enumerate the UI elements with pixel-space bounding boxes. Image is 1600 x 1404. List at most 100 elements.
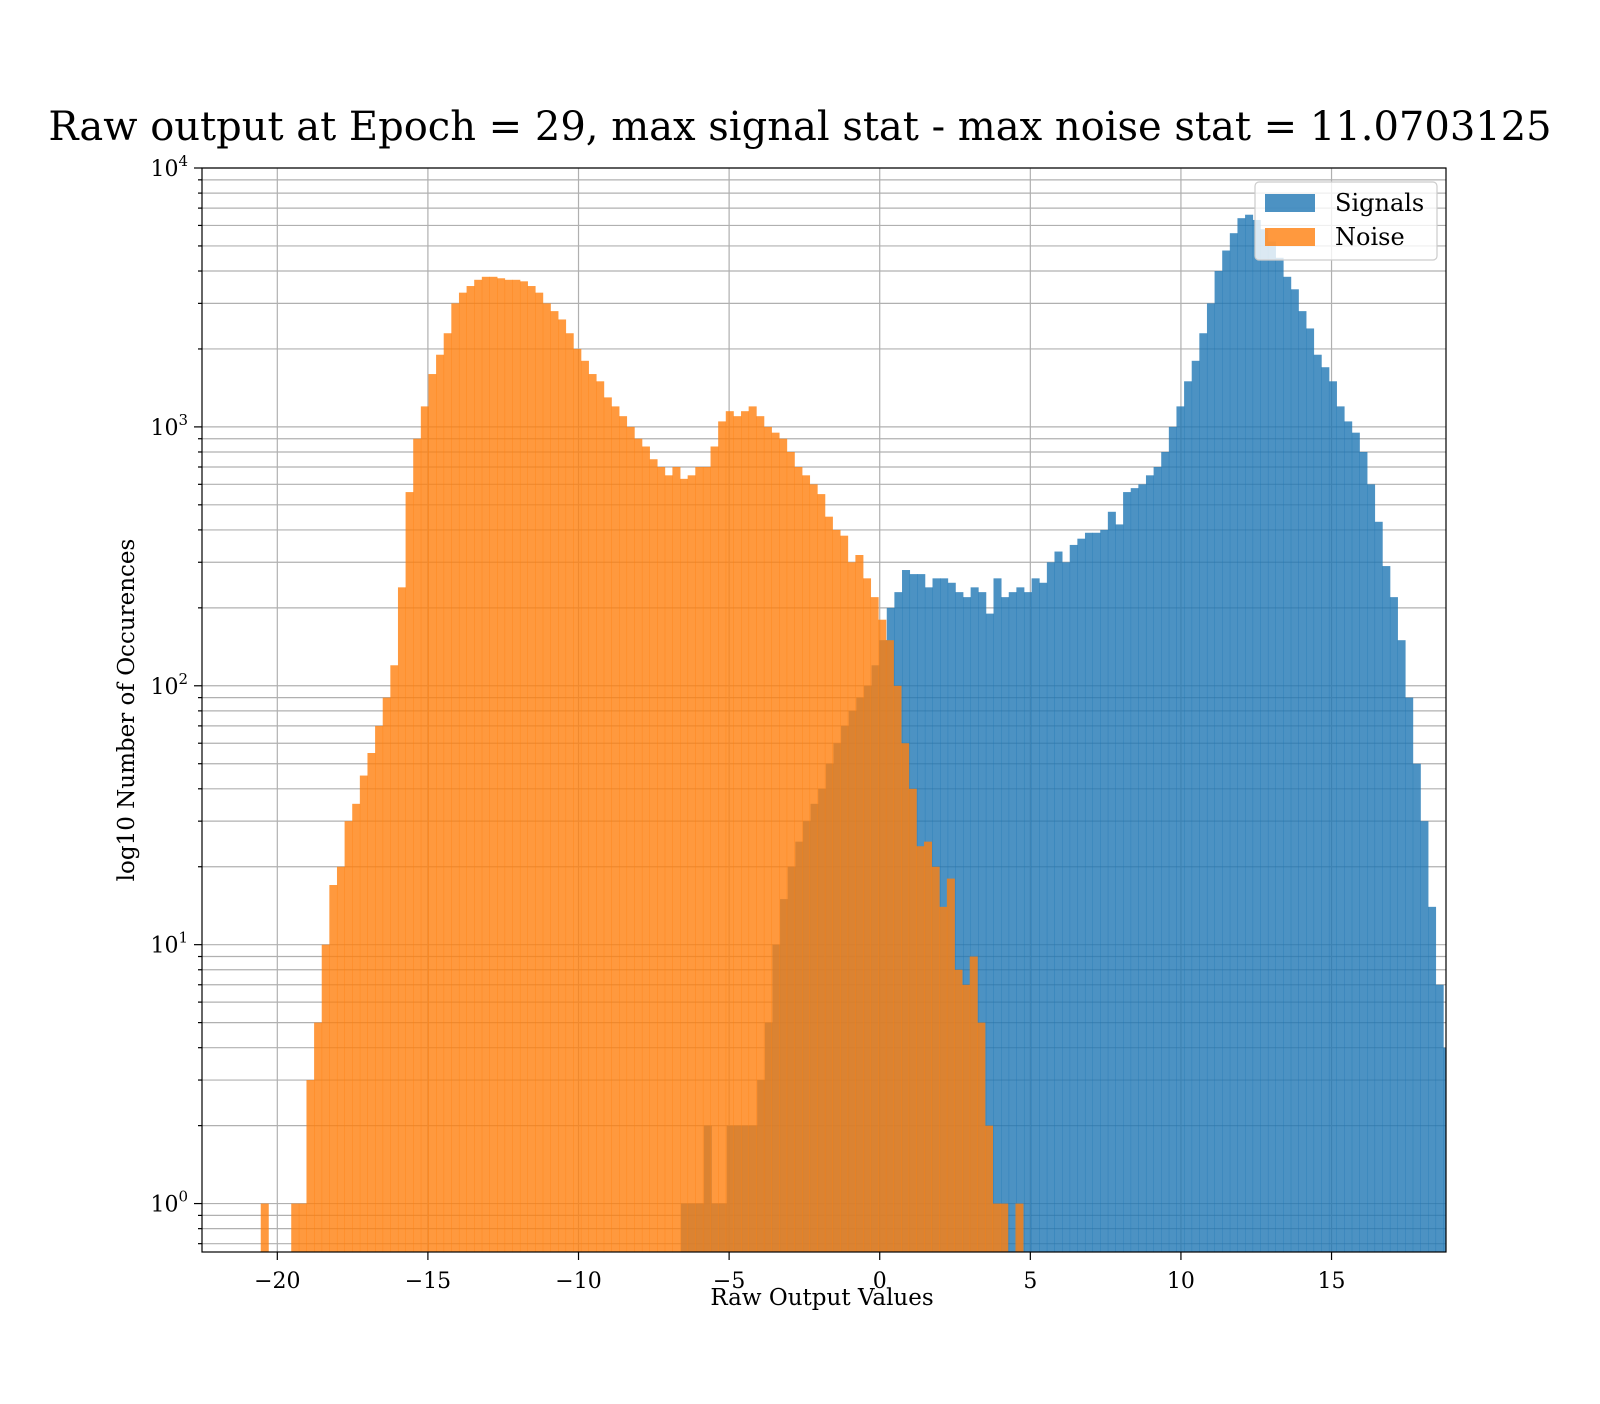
noise-bar [436, 354, 445, 1252]
noise-bar [939, 906, 948, 1252]
noise-bar [657, 466, 666, 1252]
noise-bar [649, 459, 658, 1252]
chart-title: Raw output at Epoch = 29, max signal sta… [48, 104, 1551, 150]
noise-bar [863, 578, 872, 1252]
signals-bar [1054, 551, 1063, 1252]
noise-bar [756, 416, 765, 1252]
signals-bar [1084, 532, 1094, 1252]
signals-bar [1359, 451, 1368, 1252]
noise-bar [824, 516, 833, 1252]
signals-bar [1459, 1204, 1467, 1252]
noise-bar [634, 438, 643, 1252]
noise-bar [474, 279, 483, 1252]
noise-bar [420, 406, 429, 1252]
signals-bar [1367, 484, 1376, 1252]
legend: Signals Noise [1254, 181, 1438, 261]
signals-bar [1237, 218, 1246, 1252]
y-tick-label: 103 [150, 411, 188, 441]
noise-bar [428, 374, 437, 1252]
signals-bar [1176, 406, 1185, 1252]
x-axis-label: Raw Output Values [710, 1285, 933, 1311]
noise-bar [725, 411, 734, 1252]
signals-bar [1008, 592, 1017, 1252]
noise-bar [603, 397, 612, 1252]
noise-bar [733, 416, 742, 1252]
noise-bar [954, 969, 963, 1252]
signals-bar [962, 597, 972, 1252]
noise-bar [596, 381, 605, 1252]
y-tick-exponent: 0 [178, 1188, 188, 1206]
y-tick-exponent: 1 [178, 929, 188, 947]
noise-bar [992, 1203, 1001, 1252]
noise-bar [291, 1203, 300, 1252]
signals-bar [1222, 250, 1231, 1252]
noise-bar [779, 438, 788, 1252]
noise-bar [321, 944, 330, 1252]
noise-bar [962, 984, 971, 1252]
noise-bar [741, 411, 750, 1252]
noise-bar [771, 432, 780, 1252]
noise-bar [794, 466, 803, 1252]
noise-bar [466, 286, 475, 1252]
signals-bar [1275, 257, 1284, 1252]
signals-bar [1351, 432, 1360, 1252]
signals-bar [1069, 544, 1078, 1252]
x-tick-label: −20 [254, 1269, 300, 1294]
signals-bar [1313, 354, 1322, 1252]
signals-bar [978, 592, 987, 1252]
y-tick-label: 104 [150, 152, 188, 182]
noise-bar [855, 555, 864, 1252]
noise-bar [375, 725, 384, 1252]
signals-bar [1435, 984, 1444, 1252]
signals-bar [1420, 821, 1429, 1252]
noise-bar [336, 866, 345, 1252]
noise-bar [847, 562, 856, 1252]
noise-bar [931, 866, 940, 1252]
noise-bar [542, 303, 551, 1252]
noise-bar [519, 281, 528, 1252]
noise-bar [329, 885, 338, 1252]
noise-bar [458, 292, 467, 1252]
noise-bar [382, 697, 391, 1252]
noise-bar [550, 311, 559, 1252]
y-tick-exponent: 3 [178, 411, 188, 429]
signals-bar [1344, 421, 1353, 1252]
signals-bar [1100, 529, 1109, 1252]
noise-bar [702, 466, 711, 1252]
noise-bar [558, 319, 567, 1252]
noise-bar [512, 279, 521, 1252]
noise-bar [390, 665, 399, 1252]
noise-bar [763, 426, 772, 1252]
noise-bar [397, 587, 406, 1252]
noise-bar [870, 597, 879, 1252]
noise-bar [687, 475, 696, 1252]
noise-bar [489, 276, 498, 1252]
x-tick-label: 15 [1318, 1269, 1346, 1294]
noise-bar [527, 286, 536, 1252]
noise-bar [901, 743, 910, 1252]
signals-legend-swatch [1265, 194, 1315, 212]
signals-bar [1283, 276, 1292, 1252]
signals-bar [1001, 597, 1010, 1252]
noise-bar [352, 803, 361, 1252]
noise-bar [298, 1203, 307, 1252]
x-tick-label: −5 [713, 1269, 745, 1294]
noise-bar [413, 438, 422, 1252]
signals-bar [1245, 214, 1254, 1252]
noise-bar [626, 426, 635, 1252]
signals-bar [1092, 532, 1101, 1252]
noise-bar [817, 494, 826, 1252]
signals-bar [955, 592, 964, 1252]
signals-bar [1428, 906, 1437, 1252]
noise-bar [619, 416, 628, 1252]
signals-bar [1123, 492, 1132, 1252]
noise-bar [497, 278, 506, 1252]
signals-bar [985, 613, 994, 1252]
plot-frame [201, 167, 1447, 1253]
noise-bar [748, 406, 757, 1252]
y-tick-label: 100 [150, 1188, 188, 1218]
x-tick-label: 0 [873, 1269, 887, 1294]
signals-bar [1214, 271, 1223, 1252]
